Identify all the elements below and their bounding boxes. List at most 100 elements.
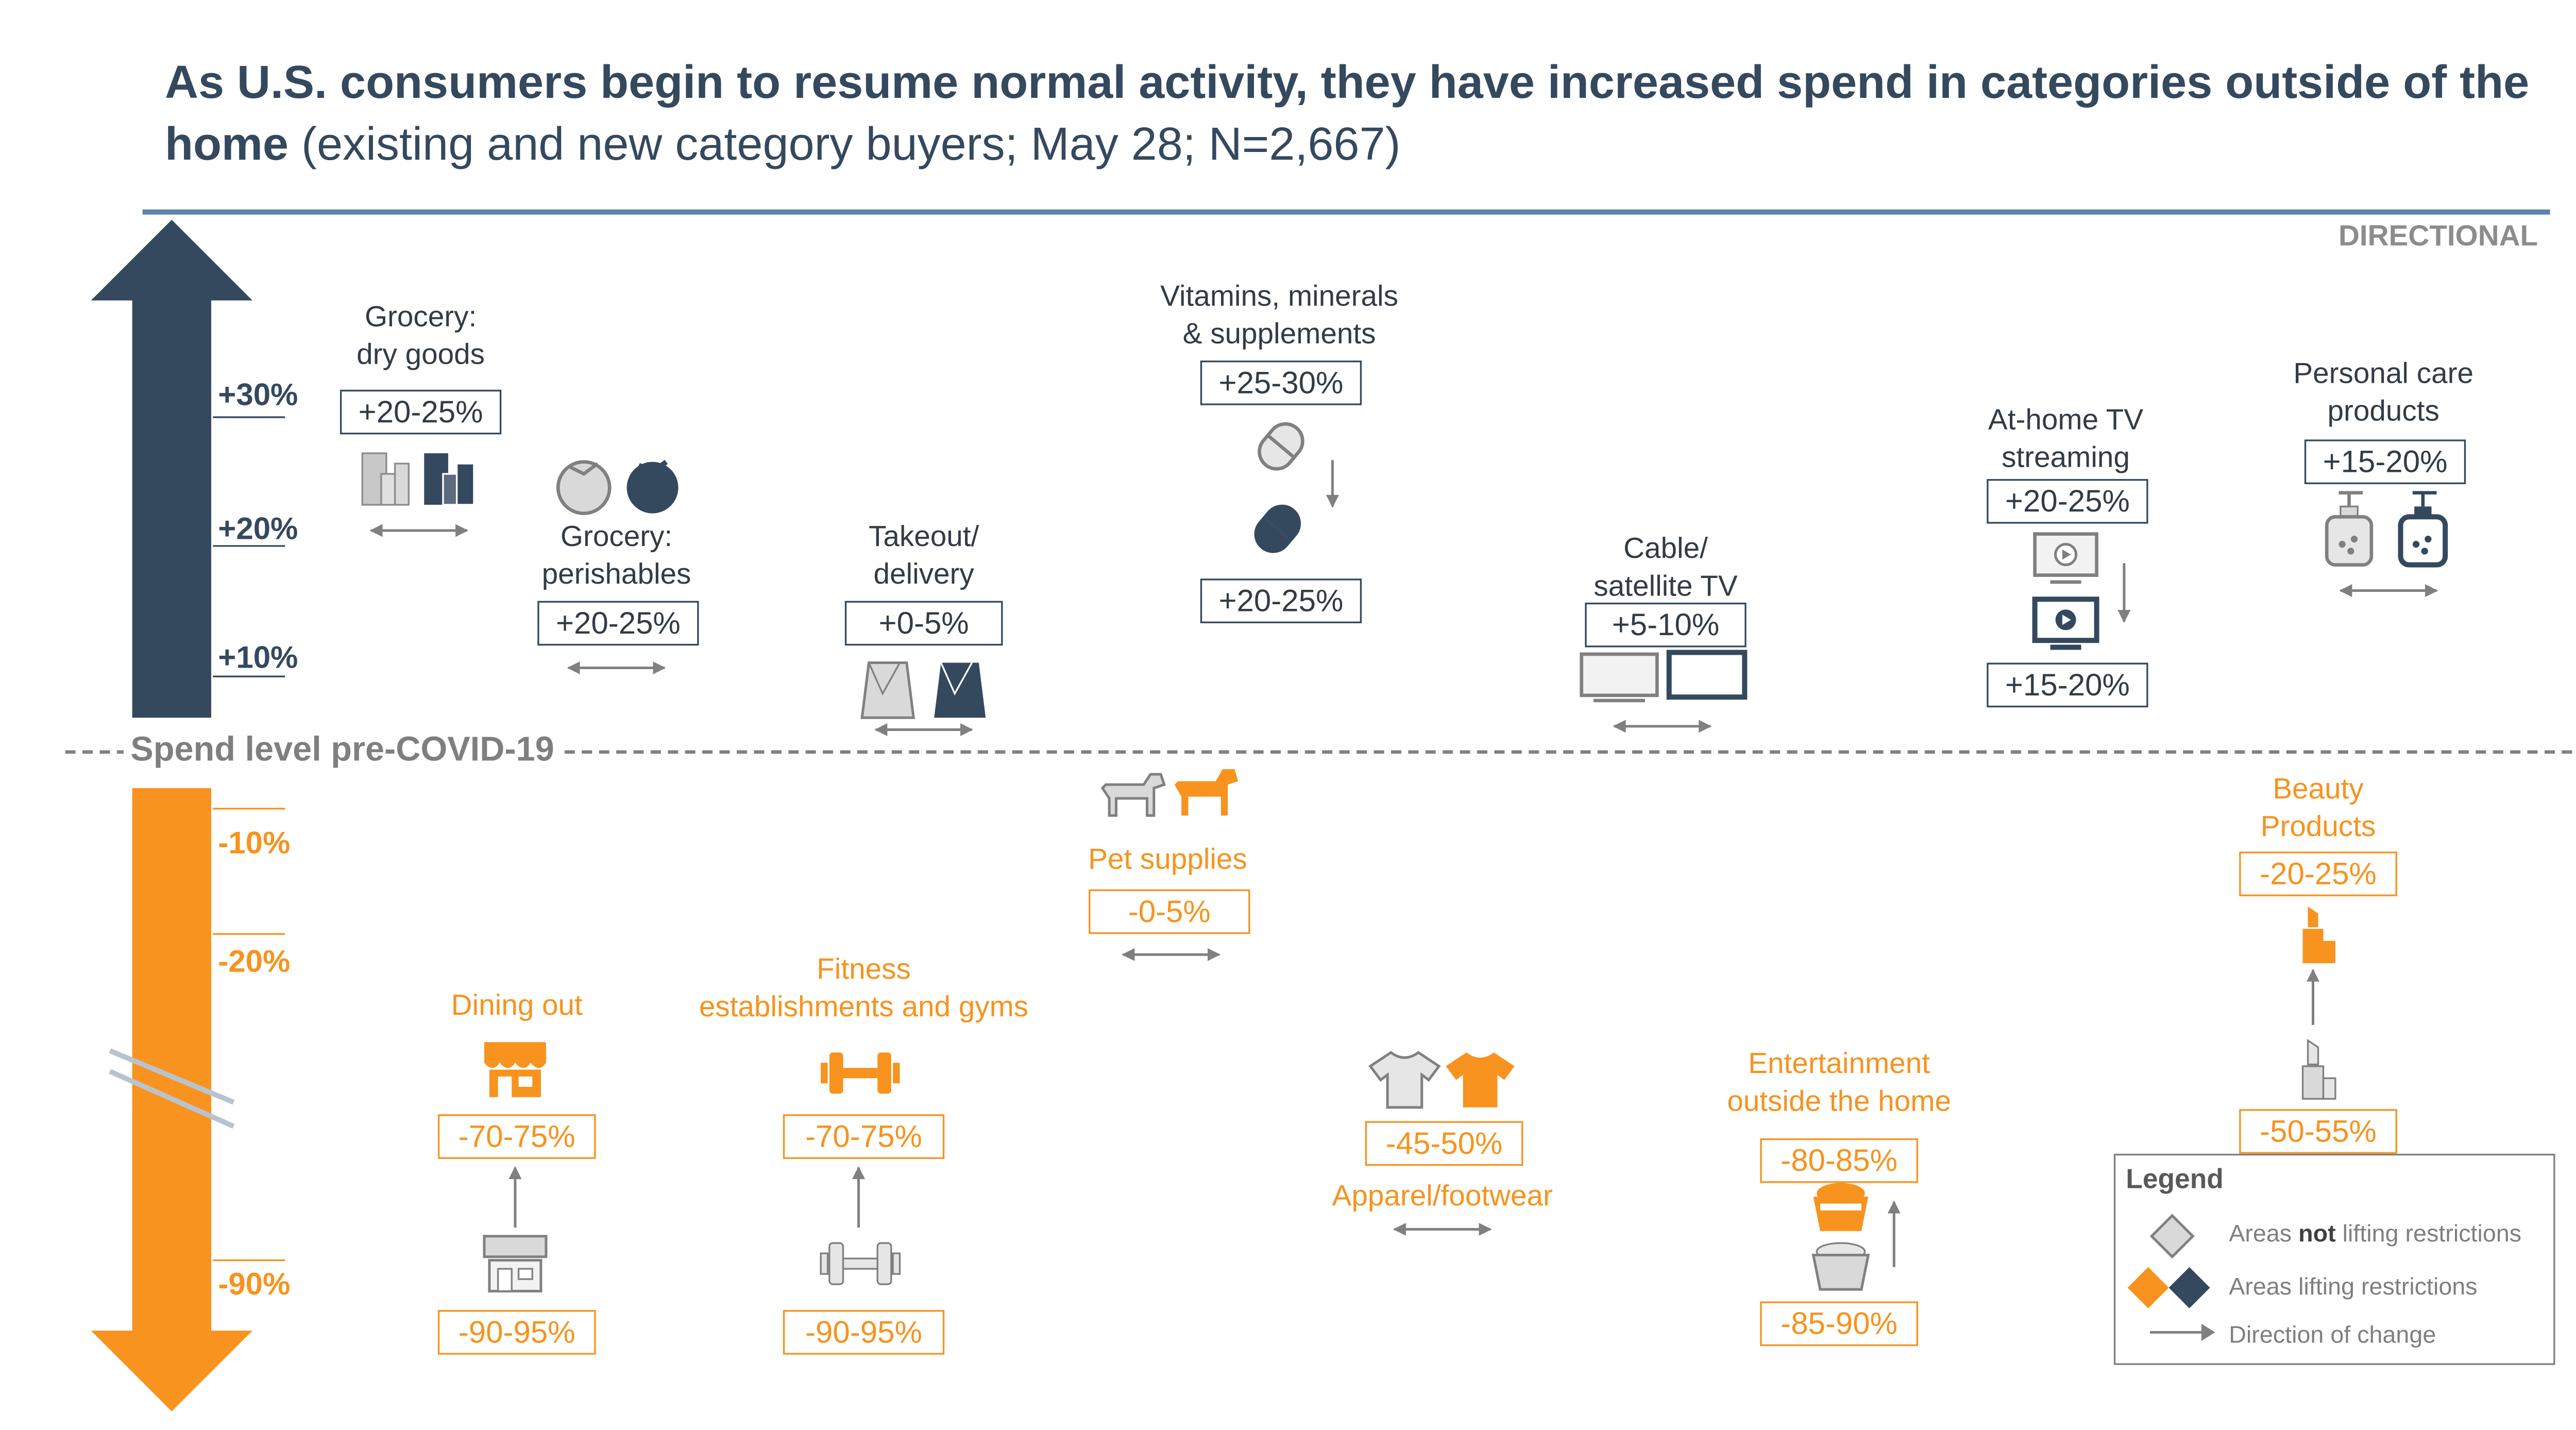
category-fitness-label: Fitness establishments and gyms	[675, 951, 1053, 1027]
pill-dark-icon	[1254, 504, 1301, 553]
label-line: Personal care	[2293, 357, 2473, 390]
soap-pump-dark-icon	[2398, 491, 2448, 568]
tick-label-down: -90%	[218, 1267, 291, 1302]
label-line: outside the home	[1727, 1085, 1951, 1118]
dog-orange-icon	[1174, 769, 1239, 816]
label-line: Products	[2260, 810, 2376, 843]
label-line: & supplements	[1182, 317, 1376, 350]
tick-label-up: +20%	[218, 512, 298, 546]
streaming-tv-gray-icon	[2033, 532, 2098, 584]
apparel-value: -45-50%	[1365, 1121, 1523, 1166]
entertainment-value-after: -80-85%	[1760, 1138, 1918, 1183]
tick-label-down: -20%	[218, 944, 291, 979]
dining-out-value-after: -70-75%	[437, 1114, 596, 1159]
label-line: products	[2327, 395, 2439, 428]
lipstick-gray-icon	[2301, 1039, 2336, 1100]
legend: Legend Areas not lifting restrictions Ar…	[2113, 1153, 2555, 1365]
category-grocery-dry-label: Grocery: dry goods	[318, 299, 524, 374]
baseline-label: Spend level pre-COVID-19	[123, 731, 562, 771]
popcorn-orange-icon	[1813, 1183, 1869, 1231]
tomato-gray-icon	[556, 460, 612, 515]
fitness-value-before: -90-95%	[783, 1310, 945, 1355]
streaming-tv-dark-icon	[2032, 597, 2099, 650]
vitamins-value-before: +25-30%	[1200, 360, 1362, 405]
category-takeout-label: Takeout/ delivery	[821, 519, 1027, 594]
takeout-bag-dark-icon	[934, 662, 986, 718]
dumbbell-gray-icon	[820, 1242, 901, 1285]
label-line: dry goods	[357, 338, 485, 371]
orange-dark-diamond-icon	[2127, 1267, 2210, 1308]
vitamins-value-after: +20-25%	[1200, 578, 1362, 623]
label-line: At-home TV	[1988, 403, 2144, 436]
label-line: Grocery:	[364, 300, 477, 333]
tick-label-down: -10%	[218, 826, 291, 860]
personal-care-value: +15-20%	[2304, 439, 2466, 484]
tomato-dark-icon	[626, 459, 679, 514]
label-line: establishments and gyms	[699, 991, 1029, 1024]
category-apparel-label: Apparel/footwear	[1332, 1179, 1553, 1213]
label-line: Fitness	[817, 952, 911, 986]
category-dining-out-label: Dining out	[451, 989, 583, 1022]
title-subtitle: (existing and new category buyers; May 2…	[301, 118, 1401, 170]
lipstick-orange-icon	[2302, 906, 2335, 963]
legend-item-lifting: Areas lifting restrictions	[2229, 1272, 2478, 1300]
entertainment-value-before: -85-90%	[1760, 1301, 1918, 1347]
beauty-value-after: -20-25%	[2239, 852, 2397, 896]
category-pet-supplies-label: Pet supplies	[1088, 843, 1247, 876]
spend-up-arrow	[91, 219, 252, 718]
dumbbell-orange-icon	[821, 1052, 900, 1094]
gray-diamond-icon	[2149, 1214, 2195, 1259]
category-personal-care-label: Personal care products	[2263, 355, 2504, 431]
storefront-gray-icon	[483, 1235, 548, 1292]
label-line: delivery	[873, 558, 974, 591]
shirt-gray-icon	[1368, 1051, 1441, 1109]
grocery-dry-value: +20-25%	[340, 389, 502, 435]
category-vitamins-label: Vitamins, minerals & supplements	[1133, 278, 1426, 354]
category-cable-tv-label: Cable/ satellite TV	[1546, 531, 1786, 606]
label-line: satellite TV	[1594, 570, 1738, 603]
legend-text-bold: not	[2298, 1219, 2336, 1247]
tv-streaming-value-before: +20-25%	[1987, 479, 2148, 524]
label-line: Takeout/	[869, 520, 979, 553]
label-line: streaming	[2002, 441, 2130, 474]
takeout-bag-gray-icon	[860, 661, 915, 719]
category-tv-streaming-label: At-home TV streaming	[1945, 402, 2186, 478]
category-beauty-label: Beauty Products	[2215, 771, 2421, 847]
grocery-box-dark-icon	[424, 453, 475, 506]
label-line: Cable/	[1623, 532, 1708, 565]
soap-pump-gray-icon	[2325, 491, 2374, 567]
beauty-value-before: -50-55%	[2239, 1109, 2397, 1154]
legend-item-direction: Direction of change	[2229, 1320, 2436, 1348]
category-grocery-perishables-label: Grocery: perishables	[515, 519, 718, 594]
legend-text: lifting restrictions	[2335, 1219, 2522, 1247]
label-line: Grocery:	[560, 520, 673, 553]
shirt-orange-icon	[1446, 1052, 1515, 1108]
cable-tv-value: +5-10%	[1585, 602, 1747, 648]
category-entertainment-label: Entertainment outside the home	[1700, 1046, 1978, 1121]
direction-arrow-icon	[2149, 1323, 2215, 1341]
takeout-value: +0-5%	[844, 601, 1003, 646]
legend-text: Areas	[2229, 1219, 2299, 1247]
label-line: Beauty	[2273, 772, 2364, 806]
pre-covid-baseline	[65, 750, 2576, 754]
pet-supplies-value: -0-5%	[1089, 889, 1250, 934]
dining-out-value-before: -90-95%	[437, 1310, 596, 1355]
fitness-value-after: -70-75%	[783, 1114, 945, 1159]
legend-title: Legend	[2126, 1166, 2224, 1195]
grocery-perishables-value: +20-25%	[537, 601, 699, 646]
label-line: perishables	[541, 558, 691, 591]
pill-gray-icon	[1258, 422, 1304, 471]
grocery-box-gray-icon	[361, 452, 410, 506]
popcorn-gray-icon	[1811, 1242, 1870, 1291]
title-rule	[142, 209, 2550, 215]
tv-streaming-value-after: +15-20%	[1987, 662, 2148, 708]
directional-tag: DIRECTIONAL	[2338, 219, 2538, 252]
title-main: As U.S. consumers begin to resume normal…	[164, 56, 2530, 170]
axis-break-line	[109, 1069, 235, 1129]
page-title: As U.S. consumers begin to resume normal…	[165, 52, 2569, 175]
label-line: Vitamins, minerals	[1160, 280, 1398, 313]
tv-gray-icon	[1580, 652, 1659, 703]
dog-gray-icon	[1100, 773, 1166, 817]
storefront-orange-icon	[484, 1042, 546, 1097]
